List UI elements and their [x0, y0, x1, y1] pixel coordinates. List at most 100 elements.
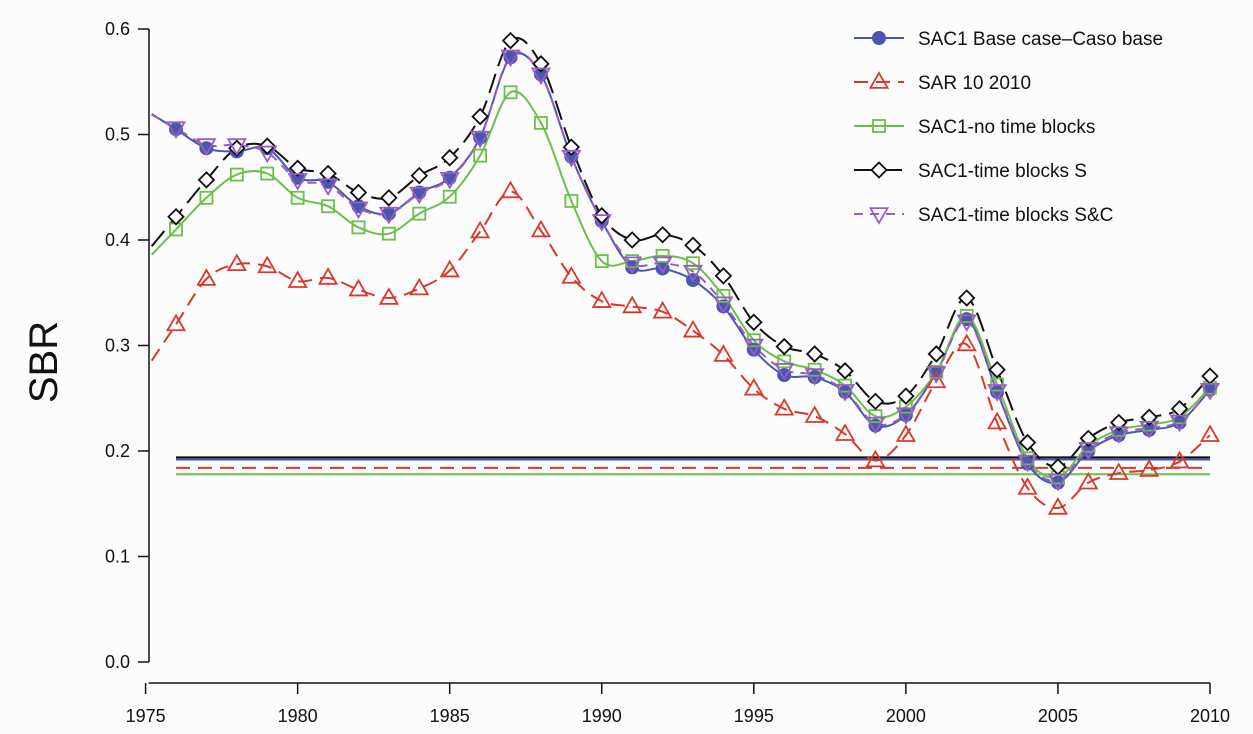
point-s4-2005: [1047, 473, 1069, 492]
point-s1-1998: [834, 423, 856, 441]
y-tick-label-6: 0.6: [105, 19, 130, 39]
point-s3-2001: [927, 345, 946, 363]
point-s1-2003: [987, 411, 1008, 430]
point-s4-2003: [987, 384, 1008, 402]
point-s3-1992: [653, 225, 672, 244]
point-s3-2004: [1018, 433, 1037, 452]
x-tick-label-2000: 2000: [886, 706, 926, 726]
x-tick-label-1990: 1990: [582, 706, 622, 726]
y-tick-label-2: 0.2: [105, 441, 130, 461]
point-s4-1996: [774, 363, 795, 381]
point-s2-1983: [381, 226, 396, 241]
point-s3-1995: [745, 313, 763, 332]
point-s4-1976: [165, 121, 187, 139]
point-s4-1988: [530, 67, 552, 86]
point-s1-1999: [865, 449, 886, 468]
point-s4-1982: [348, 201, 369, 220]
point-s1-1992: [652, 300, 673, 319]
point-s1-1981: [317, 267, 339, 285]
point-s1-1982: [348, 278, 369, 297]
point-s3-2008: [1140, 408, 1158, 427]
point-s1-1993: [682, 319, 704, 338]
point-s2-1992: [655, 248, 670, 263]
point-s2-1984: [412, 206, 427, 221]
point-s4-2006: [1078, 442, 1099, 460]
point-s1-2005: [1047, 497, 1069, 515]
point-s3-2006: [1079, 429, 1098, 448]
point-s1-1979: [257, 255, 278, 274]
legend-label-2: SAC1-no time blocks: [918, 117, 1095, 138]
point-s1-1978: [226, 253, 247, 272]
point-s2-1982: [351, 220, 366, 235]
point-s1-1986: [470, 220, 491, 239]
point-s4-1995: [743, 338, 764, 357]
point-s1-1988: [530, 219, 552, 238]
legend-label-3: SAC1-time blocks S: [918, 161, 1087, 182]
legend-marker-3: [870, 161, 888, 179]
point-s4-1979: [257, 145, 278, 164]
legend-label-0: SAC1 Base case–Caso base: [918, 29, 1163, 50]
point-s4-1978: [226, 138, 247, 156]
point-s2-1978: [229, 167, 244, 182]
point-s3-1996: [775, 337, 794, 356]
point-s1-1997: [804, 405, 825, 423]
point-s3-1981: [319, 164, 337, 183]
series-line-1: [150, 190, 1211, 510]
point-s1-2010: [1199, 424, 1221, 442]
point-s3-1997: [805, 345, 824, 363]
point-s2-1990: [594, 254, 609, 269]
point-s1-2004: [1017, 477, 1038, 495]
point-s3-1993: [684, 236, 702, 255]
point-s4-2000: [895, 407, 916, 425]
x-tick-label-1975: 1975: [126, 706, 166, 726]
point-s1-1996: [774, 397, 795, 416]
point-s4-1993: [682, 264, 704, 283]
y-tick-label-1: 0.1: [105, 547, 130, 567]
point-s2-1987: [503, 85, 518, 100]
point-s3-1983: [380, 189, 398, 207]
point-s1-2006: [1078, 471, 1099, 490]
point-s2-1985: [442, 189, 457, 204]
point-s4-2004: [1017, 454, 1038, 473]
point-s1-1994: [713, 344, 734, 362]
point-s3-1980: [288, 159, 307, 178]
point-s1-2002: [956, 333, 977, 352]
legend-marker-4: [868, 207, 890, 225]
legend-label-1: SAR 10 2010: [918, 73, 1031, 94]
point-s3-1987: [501, 31, 520, 50]
y-tick-label-4: 0.4: [105, 230, 130, 250]
point-s3-1988: [532, 55, 550, 73]
point-s2-1994: [716, 289, 731, 303]
legend-marker-2: [872, 119, 886, 133]
point-s4-2008: [1139, 421, 1160, 439]
point-s4-1983: [378, 206, 399, 225]
point-s2-1977: [199, 190, 214, 205]
point-s4-1980: [287, 173, 308, 191]
point-s3-1999: [866, 392, 885, 411]
point-s1-1989: [561, 266, 582, 284]
point-s1-1976: [165, 313, 187, 332]
point-s4-1985: [439, 172, 460, 190]
point-s1-1980: [287, 270, 308, 288]
point-s2-1988: [534, 115, 548, 130]
y-axis-label: SBR: [22, 321, 66, 403]
point-s4-1987: [500, 49, 521, 68]
point-s4-2001: [926, 366, 947, 384]
point-s3-1998: [836, 362, 854, 380]
x-tick-label-1980: 1980: [278, 706, 318, 726]
point-s4-1992: [652, 256, 673, 275]
point-s1-2009: [1169, 450, 1190, 469]
x-tick-label-1985: 1985: [430, 706, 470, 726]
point-s3-2002: [957, 289, 976, 307]
point-s3-2003: [988, 360, 1006, 379]
point-s4-1990: [591, 214, 612, 232]
point-s3-1986: [471, 107, 489, 126]
point-s4-1994: [713, 296, 734, 315]
point-s4-1981: [317, 178, 339, 196]
legend: SAC1 Base case–Caso base SAR 10 2010 SAC1-…: [854, 29, 1163, 226]
point-s1-2008: [1139, 459, 1160, 477]
point-s2-1980: [290, 190, 305, 205]
point-s4-1986: [470, 130, 491, 149]
x-tick-label-1995: 1995: [734, 706, 774, 726]
